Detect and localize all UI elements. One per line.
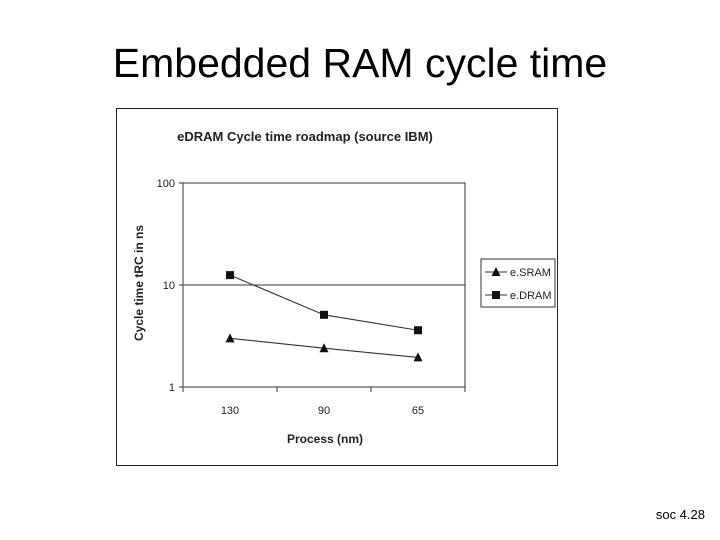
y-tick-label-100: 100 [157, 178, 175, 190]
chart-title: eDRAM Cycle time roadmap (source IBM) [177, 129, 433, 144]
data-point-1-3 [413, 352, 423, 362]
x-tick-label-65: 65 [412, 405, 424, 417]
x-axis-label: Process (nm) [287, 432, 363, 446]
legend-label-1: e.SRAM [510, 267, 551, 279]
data-point-2-1 [226, 271, 234, 280]
legend: e.SRAM e.DRAM [480, 258, 556, 308]
legend-marker-2 [492, 291, 500, 299]
data-point-2-3 [414, 326, 422, 335]
y-tick-label-1: 1 [169, 382, 175, 394]
y-axis-label: Cycle time tRC in ns [132, 225, 146, 341]
x-tick-label-130: 130 [221, 405, 239, 417]
slide-title: Embedded RAM cycle time [112, 40, 608, 86]
slide-footer: soc 4.28 [655, 507, 705, 522]
line-chart: eDRAM Cycle time roadmap (source IBM) Cy… [132, 129, 556, 446]
legend-label-2: e.DRAM [510, 290, 552, 302]
y-tick-label-10: 10 [163, 280, 175, 292]
chart-frame: eDRAM Cycle time roadmap (source IBM) Cy… [116, 108, 558, 466]
data-point-1-1 [225, 333, 235, 343]
x-tick-label-90: 90 [318, 405, 330, 417]
plot-area: 1 10 100 130 90 65 [157, 178, 466, 417]
legend-marker-1 [491, 267, 501, 276]
data-point-2-2 [320, 310, 328, 319]
data-point-1-2 [319, 343, 329, 353]
